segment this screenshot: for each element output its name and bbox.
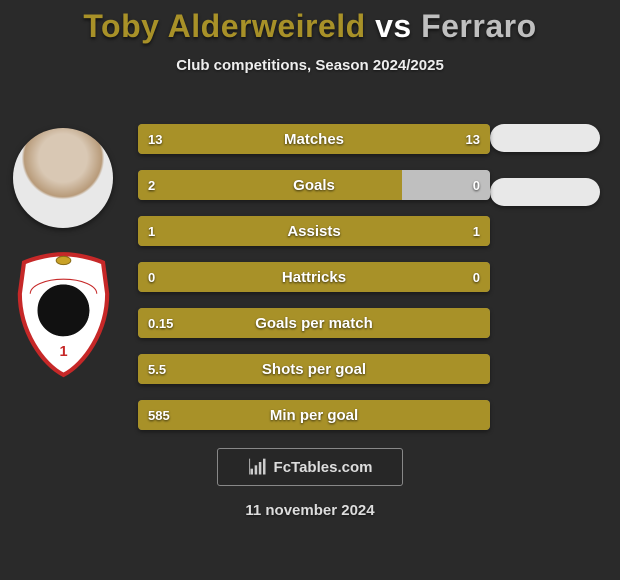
player2-column (490, 124, 600, 206)
stat-row: Min per goal585 (138, 400, 490, 430)
stat-value-player1: 585 (148, 400, 170, 430)
stat-row: Goals per match0.15 (138, 308, 490, 338)
stat-value-player1: 1 (148, 216, 155, 246)
stat-value-player1: 13 (148, 124, 162, 154)
stat-value-player2: 0 (473, 262, 480, 292)
stat-value-player2: 13 (466, 124, 480, 154)
page-title: Toby Alderweireld vs Ferraro (0, 0, 620, 45)
brand-text: FcTables.com (274, 459, 373, 476)
player2-crest-placeholder (490, 178, 600, 206)
title-vs: vs (366, 8, 421, 44)
svg-text:1: 1 (59, 344, 67, 360)
stat-row: Hattricks00 (138, 262, 490, 292)
stat-row: Assists11 (138, 216, 490, 246)
brand-badge: FcTables.com (217, 448, 403, 486)
stat-value-player1: 2 (148, 170, 155, 200)
player1-column: 1 (8, 128, 118, 378)
stat-row: Matches1313 (138, 124, 490, 154)
title-player2: Ferraro (421, 8, 537, 44)
player1-club-crest: 1 (11, 248, 116, 378)
date-label: 11 november 2024 (0, 502, 620, 519)
player2-avatar-placeholder (490, 124, 600, 152)
stat-row: Goals20 (138, 170, 490, 200)
title-player1: Toby Alderweireld (83, 8, 365, 44)
stat-value-player2: 0 (473, 170, 480, 200)
comparison-bars: Matches1313Goals20Assists11Hattricks00Go… (138, 124, 490, 446)
chart-icon (248, 457, 268, 477)
stat-row: Shots per goal5.5 (138, 354, 490, 384)
stat-value-player2: 1 (473, 216, 480, 246)
subtitle: Club competitions, Season 2024/2025 (0, 57, 620, 74)
stat-value-player1: 0 (148, 262, 155, 292)
stat-value-player1: 0.15 (148, 308, 173, 338)
player1-avatar (13, 128, 113, 228)
stat-value-player1: 5.5 (148, 354, 166, 384)
